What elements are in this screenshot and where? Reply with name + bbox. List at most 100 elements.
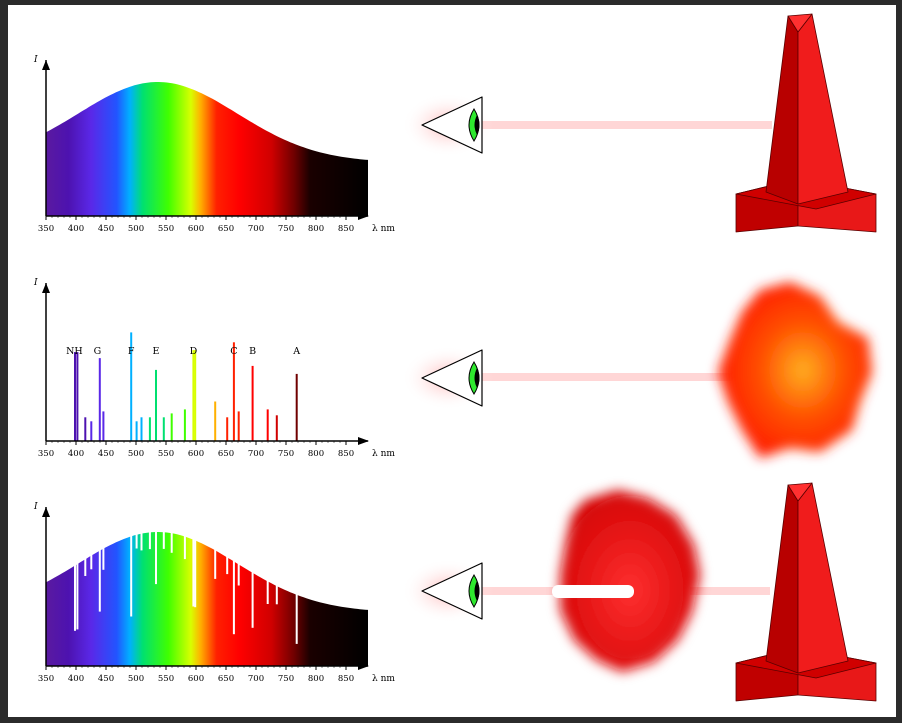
y-axis-label: I bbox=[33, 278, 38, 288]
absorption-line bbox=[76, 563, 79, 630]
emission-line bbox=[84, 417, 87, 441]
eye-icon bbox=[402, 559, 494, 623]
eye-outline bbox=[421, 349, 483, 407]
tick-label: 650 bbox=[218, 224, 234, 234]
emission-line bbox=[76, 352, 79, 441]
absorption-line bbox=[155, 531, 157, 585]
x-axis-arrow bbox=[358, 437, 369, 445]
tick-label: 750 bbox=[278, 449, 294, 459]
absorption-line bbox=[214, 549, 217, 579]
absorption-line bbox=[251, 571, 254, 628]
eye-pupil bbox=[474, 581, 480, 601]
tick-label: 600 bbox=[188, 674, 204, 684]
tick-label: 700 bbox=[248, 449, 264, 459]
emission-line bbox=[183, 409, 186, 441]
tick-label: 800 bbox=[308, 674, 324, 684]
emission-line bbox=[98, 358, 101, 442]
absorption-spectrum-fill bbox=[46, 532, 368, 666]
emission-line bbox=[232, 342, 235, 442]
continuous-spectrum-fill bbox=[46, 82, 368, 216]
tick-label: 700 bbox=[248, 674, 264, 684]
y-axis-label: I bbox=[33, 502, 38, 512]
eye-pupil bbox=[474, 115, 480, 135]
emission-line bbox=[102, 411, 105, 441]
tick-label: 550 bbox=[158, 674, 174, 684]
tick-label: 350 bbox=[38, 449, 54, 459]
tower-face bbox=[787, 13, 813, 33]
absorption-line bbox=[192, 538, 195, 607]
emission-line bbox=[266, 409, 269, 441]
y-axis-arrow bbox=[42, 507, 50, 517]
x-axis-arrow bbox=[358, 212, 369, 220]
light-beam-top bbox=[482, 121, 772, 129]
gas-cloud-icon bbox=[718, 282, 872, 458]
emission-line bbox=[170, 413, 173, 442]
absorption-line bbox=[170, 532, 173, 553]
tick-label: 600 bbox=[188, 449, 204, 459]
tick-label: 500 bbox=[128, 674, 144, 684]
eye-icon bbox=[402, 346, 494, 410]
spectral-line-label: E bbox=[153, 346, 160, 357]
emission-line bbox=[237, 411, 240, 441]
emission-line bbox=[251, 365, 254, 441]
emission-line bbox=[295, 373, 298, 442]
spectral-line-label: NH bbox=[66, 346, 83, 357]
absorption-line bbox=[74, 564, 76, 631]
emission-line bbox=[275, 415, 278, 441]
tick-label: 550 bbox=[158, 449, 174, 459]
tick-label: 850 bbox=[338, 224, 354, 234]
graph-absorption-spectrum: Iλ nm 350 400 450 500 550 600 650 700 750 800 850 bbox=[33, 502, 395, 684]
tick-label: 500 bbox=[128, 224, 144, 234]
tick-label: 450 bbox=[98, 674, 114, 684]
absorption-line bbox=[194, 539, 197, 608]
tick-label: 650 bbox=[218, 674, 234, 684]
tick-label: 450 bbox=[98, 449, 114, 459]
eye-icon bbox=[402, 93, 494, 157]
tick-label: 750 bbox=[278, 674, 294, 684]
emission-line bbox=[226, 417, 229, 441]
hot-source-icon bbox=[735, 13, 877, 233]
spectral-line-label: D bbox=[190, 346, 198, 357]
emission-line bbox=[130, 332, 133, 441]
tick-label: 350 bbox=[38, 674, 54, 684]
tower-face bbox=[787, 482, 813, 502]
emission-line bbox=[214, 401, 217, 441]
tick-label: 550 bbox=[158, 224, 174, 234]
tick-label: 850 bbox=[338, 674, 354, 684]
tick-label: 750 bbox=[278, 224, 294, 234]
tick-label: 800 bbox=[308, 449, 324, 459]
spectral-line-label: G bbox=[94, 346, 102, 357]
light-beam-bottom-right bbox=[690, 587, 770, 595]
emission-line bbox=[140, 417, 143, 441]
light-beam-mid bbox=[482, 373, 732, 381]
tick-label: 600 bbox=[188, 224, 204, 234]
tick-label: 650 bbox=[218, 449, 234, 459]
gas-cloud-icon bbox=[552, 490, 700, 672]
emission-line bbox=[135, 421, 138, 442]
absorption-line bbox=[266, 580, 269, 604]
spectral-line-label: F bbox=[128, 346, 135, 357]
absorption-line bbox=[135, 533, 138, 549]
eye-outline bbox=[421, 96, 483, 154]
absorption-line bbox=[84, 558, 87, 576]
x-axis-label: λ nm bbox=[372, 674, 395, 684]
absorption-line bbox=[275, 585, 278, 605]
y-axis-label: I bbox=[33, 55, 38, 65]
absorption-line bbox=[183, 535, 186, 560]
hot-source-icon bbox=[735, 482, 877, 702]
absorption-line bbox=[98, 549, 101, 612]
emission-line bbox=[162, 417, 165, 441]
x-axis-arrow bbox=[358, 662, 369, 670]
tick-label: 500 bbox=[128, 449, 144, 459]
absorption-line bbox=[237, 563, 240, 586]
absorption-line bbox=[90, 554, 93, 570]
light-beam-bottom-left bbox=[482, 587, 562, 595]
absorption-line bbox=[162, 531, 165, 549]
eye-pupil bbox=[474, 368, 480, 388]
x-axis-label: λ nm bbox=[372, 224, 395, 234]
y-axis-arrow bbox=[42, 60, 50, 70]
absorption-line bbox=[130, 535, 133, 617]
graph-continuous-spectrum: Iλ nm 350 400 450 500 550 600 650 700 750 800 850 bbox=[33, 55, 395, 234]
tick-label: 850 bbox=[338, 449, 354, 459]
